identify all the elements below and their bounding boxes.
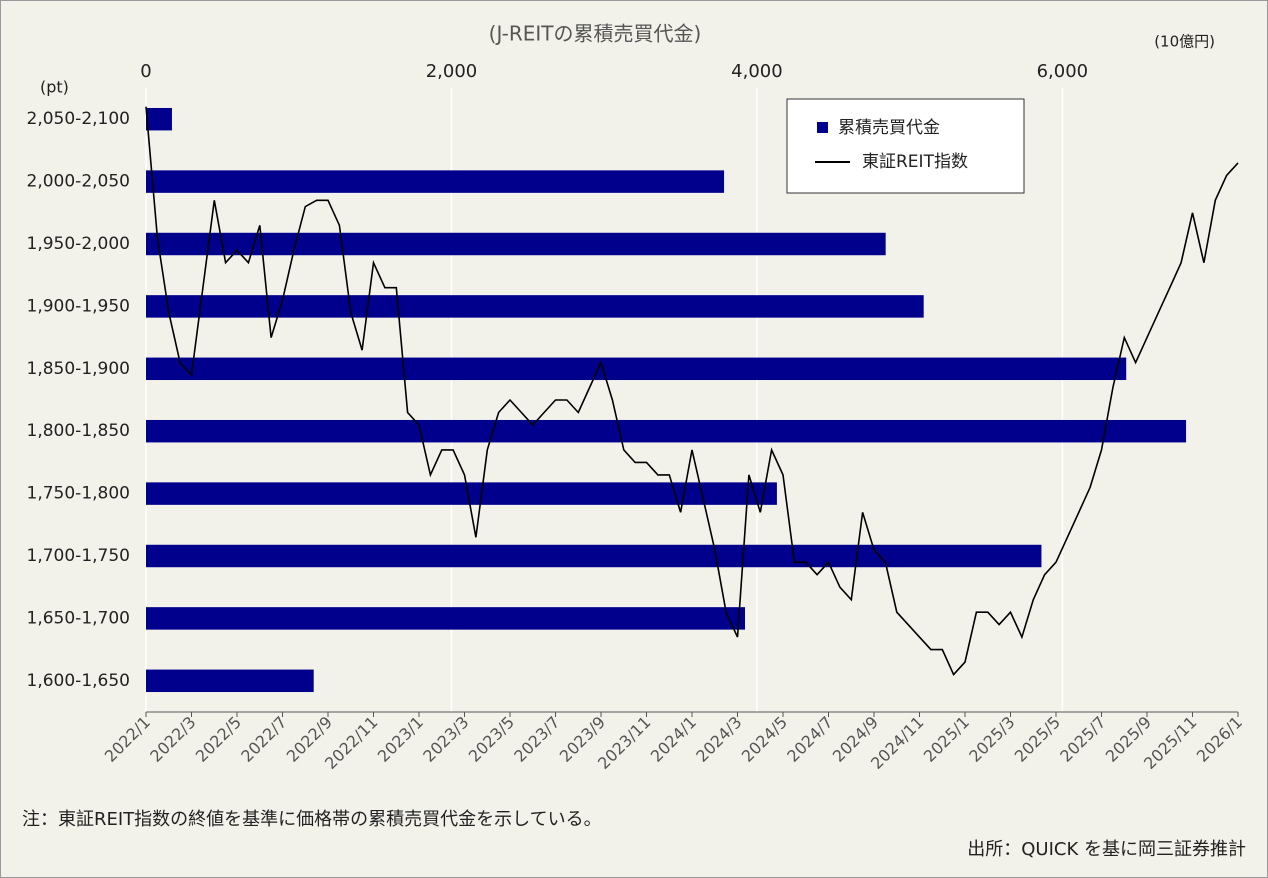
- bar: [146, 232, 886, 256]
- bar: [146, 357, 1127, 381]
- legend-label: 累積売買代金: [838, 118, 940, 138]
- line: [145, 106, 1239, 677]
- x-tick-label: 4,000: [731, 61, 783, 82]
- chart-title: (J-REITの累積売買代金): [489, 22, 702, 46]
- y-tick-label: 2,000-2,050: [27, 172, 130, 192]
- x-tick-label: 2,000: [426, 61, 478, 82]
- y-tick-label: 1,650-1,700: [27, 608, 130, 628]
- legend-swatch: [817, 122, 828, 133]
- bar: [146, 107, 172, 131]
- y-tick-label: 1,800-1,850: [27, 421, 130, 441]
- bar: [146, 607, 745, 630]
- bar: [146, 669, 314, 693]
- y-axis-unit: (pt): [40, 78, 69, 97]
- bar: [146, 170, 725, 193]
- bar: [146, 544, 1042, 568]
- bar: [146, 482, 777, 505]
- source: 出所：QUICK を基に岡三証券推計: [967, 839, 1246, 860]
- legend-box: [786, 98, 1025, 194]
- y-tick-label: 1,600-1,650: [27, 671, 130, 691]
- y-tick-label: 2,050-2,100: [27, 109, 130, 129]
- y-tick-label: 1,700-1,750: [27, 546, 130, 566]
- x-tick-label: 0: [140, 61, 151, 82]
- note: 注：東証REIT指数の終値を基準に価格帯の累積売買代金を示している。: [22, 809, 602, 830]
- legend-label: 東証REIT指数: [862, 152, 968, 172]
- y-tick-label: 1,950-2,000: [27, 234, 130, 254]
- y-tick-label: 1,850-1,900: [27, 359, 130, 379]
- x-axis-unit: (10億円): [1154, 33, 1215, 51]
- x-tick-label: 6,000: [1037, 61, 1089, 82]
- bar: [146, 419, 1187, 443]
- bar: [146, 295, 924, 318]
- y-tick-label: 1,900-1,950: [27, 296, 130, 316]
- y-tick-label: 1,750-1,800: [27, 484, 130, 504]
